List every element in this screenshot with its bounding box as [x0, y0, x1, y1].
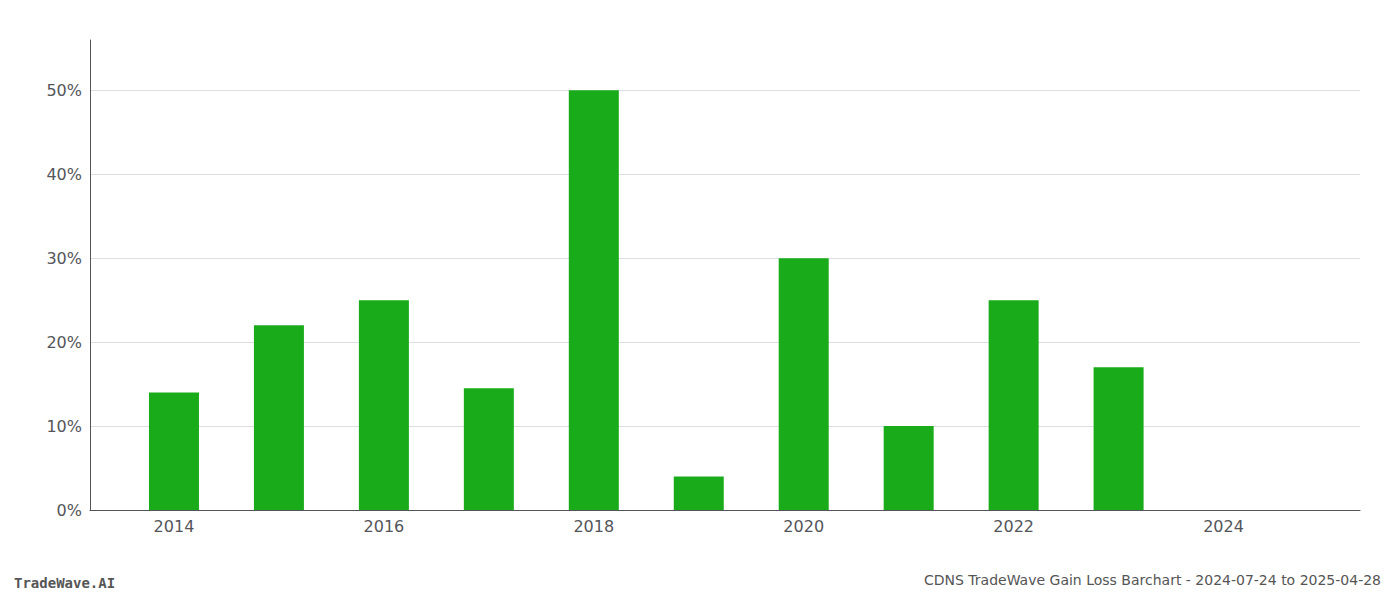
svg-text:40%: 40%: [46, 165, 82, 184]
svg-text:2018: 2018: [573, 517, 614, 536]
svg-text:10%: 10%: [46, 417, 82, 436]
svg-text:2022: 2022: [993, 517, 1034, 536]
svg-text:2016: 2016: [364, 517, 405, 536]
svg-text:50%: 50%: [46, 81, 82, 100]
svg-text:0%: 0%: [57, 501, 82, 520]
svg-text:20%: 20%: [46, 333, 82, 352]
svg-text:2014: 2014: [154, 517, 195, 536]
svg-text:2020: 2020: [783, 517, 824, 536]
svg-text:2024: 2024: [1203, 517, 1244, 536]
svg-text:TradeWave.AI: TradeWave.AI: [14, 575, 115, 591]
svg-text:CDNS TradeWave Gain Loss Barch: CDNS TradeWave Gain Loss Barchart - 2024…: [924, 572, 1381, 588]
svg-text:30%: 30%: [46, 249, 82, 268]
